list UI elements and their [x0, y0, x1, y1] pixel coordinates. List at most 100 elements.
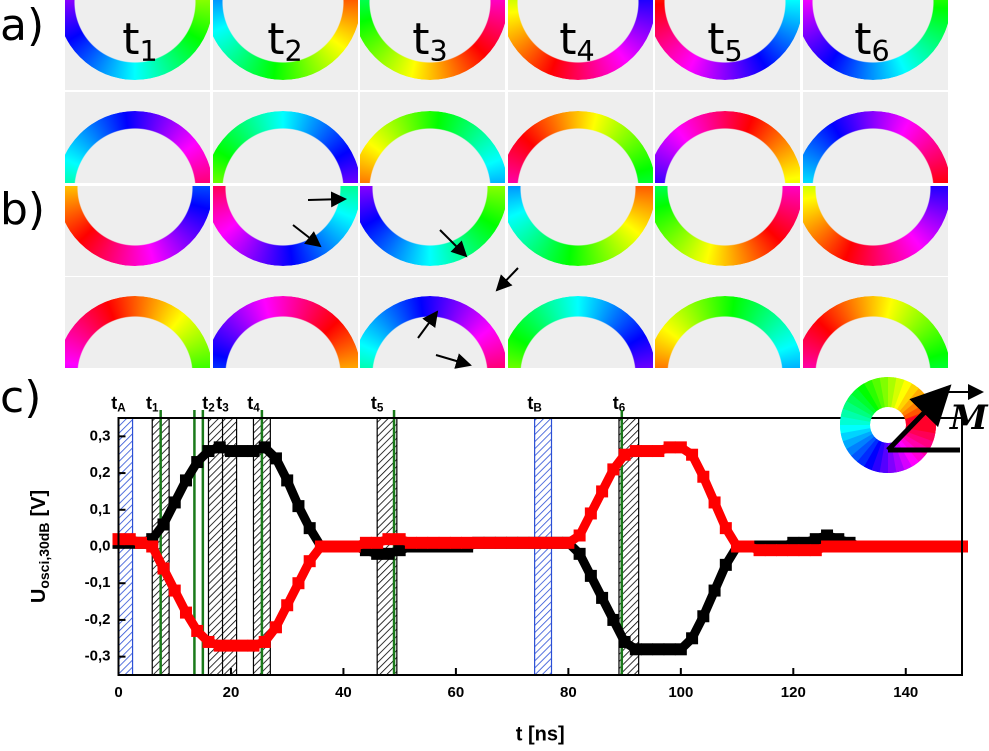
- data-point: [224, 445, 237, 458]
- panel-image: [655, 92, 800, 183]
- vector-label: M: [949, 398, 989, 438]
- y-axis-label: Uosci,30dB [V]: [28, 490, 51, 603]
- y-tick-label: -0,2: [85, 611, 111, 628]
- data-point: [303, 555, 316, 568]
- data-point: [809, 544, 822, 557]
- window-label-sub: A: [117, 402, 126, 415]
- data-point: [697, 610, 710, 623]
- data-point: [202, 445, 215, 458]
- data-point: [663, 441, 676, 454]
- time-label-sub: 6: [872, 34, 890, 68]
- data-point: [202, 635, 215, 648]
- data-point: [742, 540, 755, 553]
- data-point: [843, 540, 856, 553]
- time-label-main: t: [122, 14, 139, 65]
- time-label: t2: [267, 14, 302, 68]
- panel-image: [803, 277, 948, 368]
- data-point: [359, 536, 372, 549]
- panel-image: [655, 186, 800, 276]
- data-point: [382, 533, 395, 546]
- panel-label: c): [0, 372, 41, 423]
- window-label-main: t: [146, 393, 152, 413]
- panel-label: b): [0, 184, 45, 235]
- data-point: [258, 441, 271, 454]
- window-label: t1: [146, 393, 159, 415]
- time-label-main: t: [559, 14, 576, 65]
- data-point: [123, 533, 136, 546]
- window-label-main: t: [202, 393, 208, 413]
- data-point: [877, 540, 890, 553]
- data-point: [573, 529, 586, 542]
- data-point: [438, 536, 451, 549]
- wheel-segment: [853, 383, 879, 413]
- data-point: [258, 635, 271, 648]
- data-point: [719, 522, 732, 535]
- data-point: [303, 522, 316, 535]
- data-point: [292, 577, 305, 590]
- window-label-sub: 6: [619, 402, 626, 415]
- data-point: [573, 547, 586, 560]
- window-label-sub: 4: [253, 402, 260, 415]
- window-label: t4: [247, 393, 260, 415]
- panel-image: [508, 277, 653, 368]
- data-point: [562, 536, 575, 549]
- data-point: [404, 536, 417, 549]
- time-label-main: t: [707, 14, 724, 65]
- x-tick-label: 40: [335, 684, 352, 701]
- data-point: [247, 445, 260, 458]
- data-point: [899, 540, 912, 553]
- data-point: [618, 635, 631, 648]
- wheel-segment: [847, 388, 877, 416]
- data-point: [506, 536, 519, 549]
- time-label: t1: [122, 14, 157, 68]
- data-point: [708, 584, 721, 597]
- x-tick-label: 0: [114, 684, 122, 701]
- data-point: [944, 540, 957, 553]
- panel-image: [213, 277, 358, 368]
- window-label: tB: [527, 393, 541, 415]
- data-point: [281, 599, 294, 612]
- window-label-sub: 3: [222, 402, 229, 415]
- data-point: [528, 536, 541, 549]
- data-point: [731, 540, 744, 553]
- time-label-sub: 2: [285, 34, 303, 68]
- data-point: [269, 621, 282, 634]
- data-point: [764, 544, 777, 557]
- panel-image: [65, 277, 210, 368]
- data-point: [607, 463, 620, 476]
- color-wheel: M: [840, 377, 989, 474]
- data-point: [652, 445, 665, 458]
- data-point: [213, 441, 226, 454]
- data-point: [708, 496, 721, 509]
- data-point: [393, 544, 406, 557]
- panel-image: [65, 186, 210, 276]
- panel-image: [508, 0, 653, 90]
- x-tick-label: 140: [893, 684, 918, 701]
- window-label: tA: [111, 393, 126, 415]
- panel-image: [803, 186, 948, 276]
- data-point: [168, 496, 181, 509]
- data-point: [888, 540, 901, 553]
- x-tick-label: 120: [781, 684, 806, 701]
- window-label-sub: 5: [377, 402, 384, 415]
- data-point: [674, 441, 687, 454]
- data-point: [798, 544, 811, 557]
- data-point: [776, 544, 789, 557]
- data-point: [157, 562, 170, 575]
- y-tick-label: -0,3: [85, 648, 111, 665]
- y-tick-label: 0,0: [90, 537, 111, 554]
- data-point: [809, 533, 822, 546]
- y-tick-label: -0,1: [85, 574, 111, 591]
- panel-label: a): [0, 0, 44, 51]
- window-label-sub: 1: [152, 402, 159, 415]
- panel-image: [803, 0, 948, 90]
- data-point: [753, 544, 766, 557]
- data-point: [281, 474, 294, 487]
- window-label-main: t: [111, 393, 117, 413]
- data-point: [719, 558, 732, 571]
- data-point: [236, 639, 249, 652]
- data-point: [247, 639, 260, 652]
- data-point: [517, 536, 530, 549]
- data-point: [641, 445, 654, 458]
